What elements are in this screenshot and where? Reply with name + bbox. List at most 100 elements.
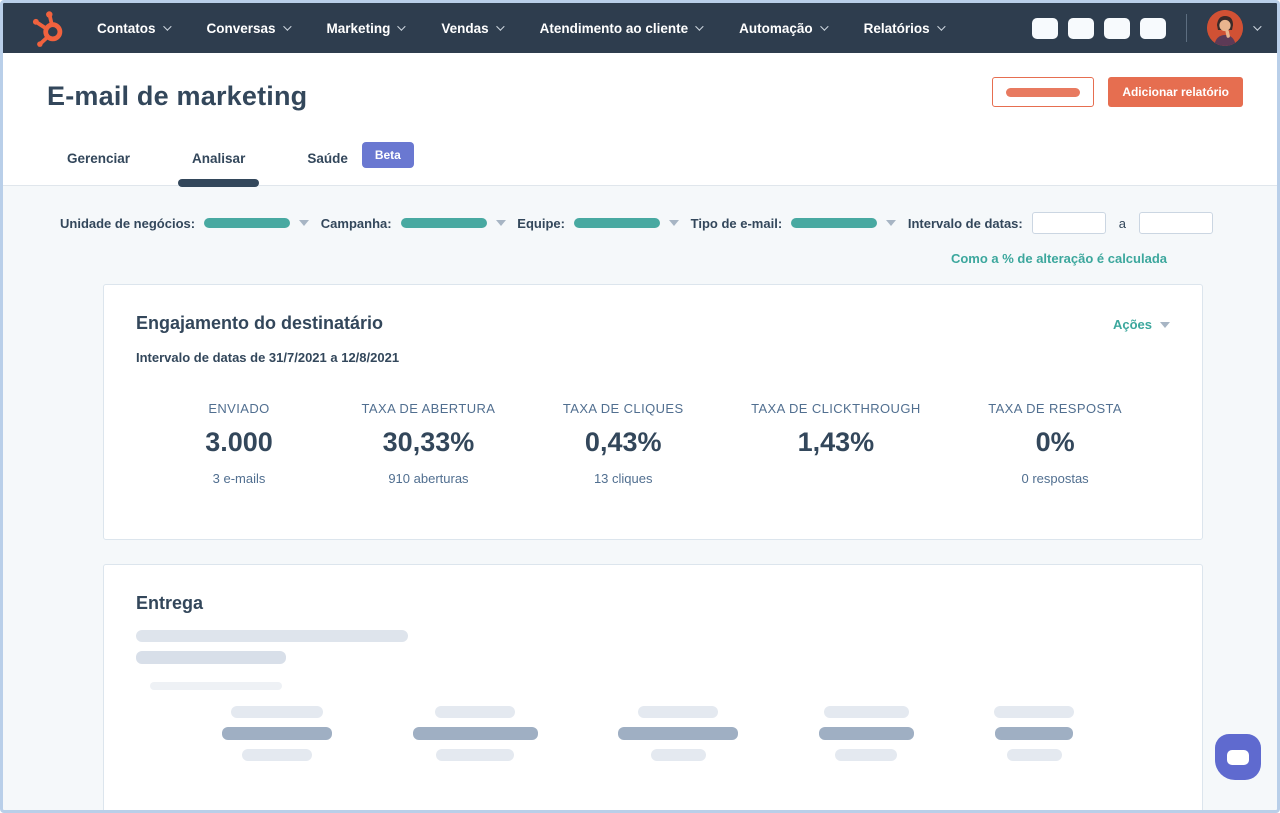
stat-taxa-cliques: TAXA DE CLIQUES 0,43% 13 cliques <box>563 401 684 486</box>
nav-tool-icon-placeholder[interactable] <box>1140 17 1166 39</box>
nav-tool-icon-placeholder[interactable] <box>1104 17 1130 39</box>
skeleton-bar <box>242 749 312 761</box>
stat-value: 3.000 <box>205 427 273 457</box>
hubspot-sprocket-icon <box>32 11 63 47</box>
hubspot-logo-icon[interactable] <box>29 8 69 48</box>
filter-business-unit: Unidade de negócios: <box>60 215 310 231</box>
nav-item-conversas[interactable]: Conversas <box>206 20 292 36</box>
date-range-separator: a <box>1118 215 1126 231</box>
stat-enviado: ENVIADO 3.000 3 e-mails <box>184 401 294 486</box>
actions-dropdown[interactable]: Ações <box>1113 317 1170 332</box>
nav-tool-icon-placeholder[interactable] <box>1068 17 1094 39</box>
skeleton-bar <box>995 727 1073 740</box>
page-header: E-mail de marketing Adicionar relatório … <box>3 53 1277 187</box>
add-report-button[interactable]: Adicionar relatório <box>1108 77 1243 107</box>
avatar-photo <box>1207 10 1243 46</box>
chevron-down-icon[interactable] <box>1253 22 1262 31</box>
chat-widget-button[interactable] <box>1215 734 1261 780</box>
skeleton-line <box>136 651 286 664</box>
stat-value: 1,43% <box>797 427 875 457</box>
nav-item-label: Contatos <box>97 20 156 36</box>
nav-item-marketing[interactable]: Marketing <box>327 21 406 36</box>
nav-item-label: Conversas <box>206 20 276 36</box>
filter-value-placeholder[interactable] <box>791 218 878 228</box>
card-title: Entrega <box>136 593 204 613</box>
tab-label: Saúde <box>307 150 348 166</box>
filter-date-range: Intervalo de datas: a <box>908 212 1213 234</box>
skeleton-stat <box>818 706 914 761</box>
skeleton-bar <box>835 749 897 761</box>
dropdown-caret-icon[interactable] <box>495 220 506 226</box>
stat-sublabel: 3 e-mails <box>212 471 266 486</box>
skeleton-stat <box>618 706 738 761</box>
stat-label: TAXA DE ABERTURA <box>361 401 496 416</box>
skeleton-bar <box>435 706 515 718</box>
skeleton-line <box>136 630 408 642</box>
stat-value: 0,43% <box>584 427 662 457</box>
nav-item-contatos[interactable]: Contatos <box>97 20 172 36</box>
stat-value: 0% <box>1035 427 1075 457</box>
filter-bar: Unidade de negócios: Campanha: Equipe: T… <box>60 212 1213 234</box>
actions-label: Ações <box>1112 317 1152 332</box>
tab-label: Analisar <box>192 150 246 166</box>
stat-taxa-abertura: TAXA DE ABERTURA 30,33% 910 aberturas <box>362 401 496 486</box>
skeleton-stats-row <box>136 690 1170 761</box>
chat-bubble-icon <box>1227 749 1249 765</box>
stat-label: ENVIADO <box>208 401 270 416</box>
dropdown-caret-icon[interactable] <box>299 220 310 226</box>
stat-sublabel: 13 cliques <box>593 471 653 486</box>
skeleton-bar <box>436 749 514 761</box>
skeleton-stat <box>222 706 332 761</box>
chevron-down-icon <box>695 22 704 31</box>
date-end-input[interactable] <box>1138 212 1213 234</box>
stat-value: 30,33% <box>382 427 475 457</box>
filter-value-placeholder[interactable] <box>400 218 487 228</box>
date-start-input[interactable] <box>1031 212 1106 234</box>
stats-row: ENVIADO 3.000 3 e-mails TAXA DE ABERTURA… <box>136 401 1170 486</box>
chevron-down-icon <box>936 22 946 31</box>
secondary-action-button[interactable] <box>992 77 1095 107</box>
card-date-range: Intervalo de datas de 31/7/2021 a 12/8/2… <box>136 350 400 365</box>
filter-value-placeholder[interactable] <box>204 218 291 228</box>
skeleton-bar <box>818 727 914 740</box>
tab-bar: Gerenciar Analisar Saúde Beta <box>67 142 1277 187</box>
chevron-down-icon <box>495 22 505 31</box>
calc-link-row: Como a % de alteração é calculada <box>3 250 1167 268</box>
chevron-down-icon <box>162 22 172 31</box>
delivery-card: Entrega <box>103 564 1203 810</box>
dropdown-caret-icon[interactable] <box>668 220 679 226</box>
beta-badge: Beta <box>361 142 414 168</box>
tab-saude[interactable]: Saúde Beta <box>307 142 414 185</box>
main-content: Unidade de negócios: Campanha: Equipe: T… <box>3 186 1277 810</box>
nav-item-vendas[interactable]: Vendas <box>441 21 505 36</box>
tab-label: Gerenciar <box>67 150 131 166</box>
nav-item-automacao[interactable]: Automação <box>739 20 829 36</box>
stat-taxa-resposta: TAXA DE RESPOSTA 0% 0 respostas <box>988 401 1122 486</box>
skeleton-bar <box>222 727 332 740</box>
nav-tool-icon-placeholder[interactable] <box>1032 17 1058 39</box>
tab-analisar[interactable]: Analisar <box>177 150 260 187</box>
card-title: Engajamento do destinatário <box>136 313 384 333</box>
nav-item-label: Automação <box>739 20 813 36</box>
skeleton-bar <box>412 727 538 740</box>
chevron-down-icon <box>819 22 829 31</box>
nav-item-label: Atendimento ao cliente <box>539 20 689 36</box>
filter-label: Equipe: <box>517 215 565 231</box>
chevron-down-icon <box>282 22 292 31</box>
nav-item-relatorios[interactable]: Relatórios <box>863 20 946 36</box>
filter-email-type: Tipo de e-mail: <box>691 216 897 231</box>
chevron-down-icon <box>397 22 406 31</box>
filter-value-placeholder[interactable] <box>573 218 660 228</box>
user-avatar[interactable] <box>1207 10 1243 46</box>
dropdown-caret-icon[interactable] <box>886 220 897 226</box>
tab-gerenciar[interactable]: Gerenciar <box>67 151 130 183</box>
stat-label: TAXA DE RESPOSTA <box>988 401 1122 416</box>
nav-item-atendimento[interactable]: Atendimento ao cliente <box>539 20 704 36</box>
stat-sublabel: 0 respostas <box>1021 471 1089 486</box>
change-calculation-link[interactable]: Como a % de alteração é calculada <box>950 251 1167 266</box>
skeleton-line <box>150 682 282 690</box>
stat-sublabel: 910 aberturas <box>388 471 469 486</box>
nav-item-label: Relatórios <box>863 20 930 36</box>
redacted-label-placeholder <box>1006 87 1081 97</box>
filter-label: Unidade de negócios: <box>60 215 196 231</box>
